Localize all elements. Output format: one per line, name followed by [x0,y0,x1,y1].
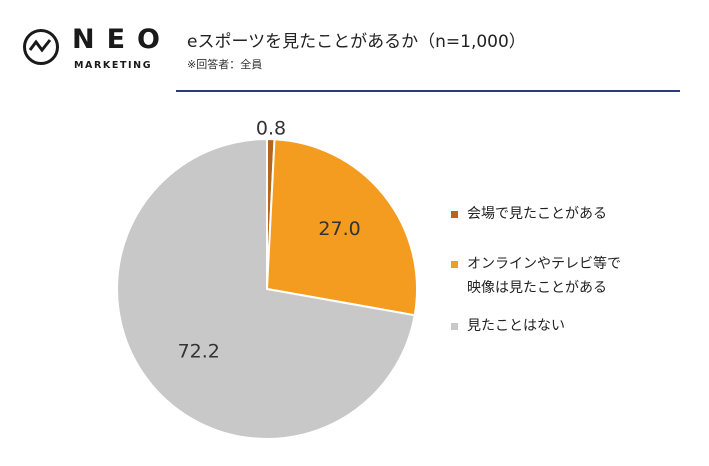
pie-slice [265,138,418,317]
slice-value-label: 72.2 [178,340,220,362]
slice-value-label: 27.0 [318,218,360,240]
legend-item: オンラインやテレビ等で 映像は見たことがある [451,252,701,300]
legend-label: 見たことはない [467,318,565,334]
legend-swatch [451,323,458,330]
legend-swatch [451,211,458,218]
brand-sub: MARKETING [74,60,153,71]
legend-item: 会場で見たことがある [451,202,701,226]
brand-name: NEO [72,24,172,55]
header-divider [176,90,680,92]
legend-label: オンラインやテレビ等で [467,256,621,272]
respondent-note: ※回答者：全員 [187,58,263,71]
brand-logo: NEO MARKETING [22,24,172,74]
legend-label: 映像は見たことがある [467,280,607,296]
legend-label: 会場で見たことがある [467,206,607,222]
chart-legend: 会場で見たことがある オンラインやテレビ等で 映像は見たことがある 見たことはない [451,202,701,338]
slice-value-label: 0.8 [256,118,286,140]
legend-swatch [451,261,458,268]
chart-title: eスポーツを見たことがあるか（n=1,000） [187,32,526,52]
pulse-icon [23,29,59,65]
legend-item: 見たことはない [451,314,701,338]
pie-slice [116,137,416,440]
